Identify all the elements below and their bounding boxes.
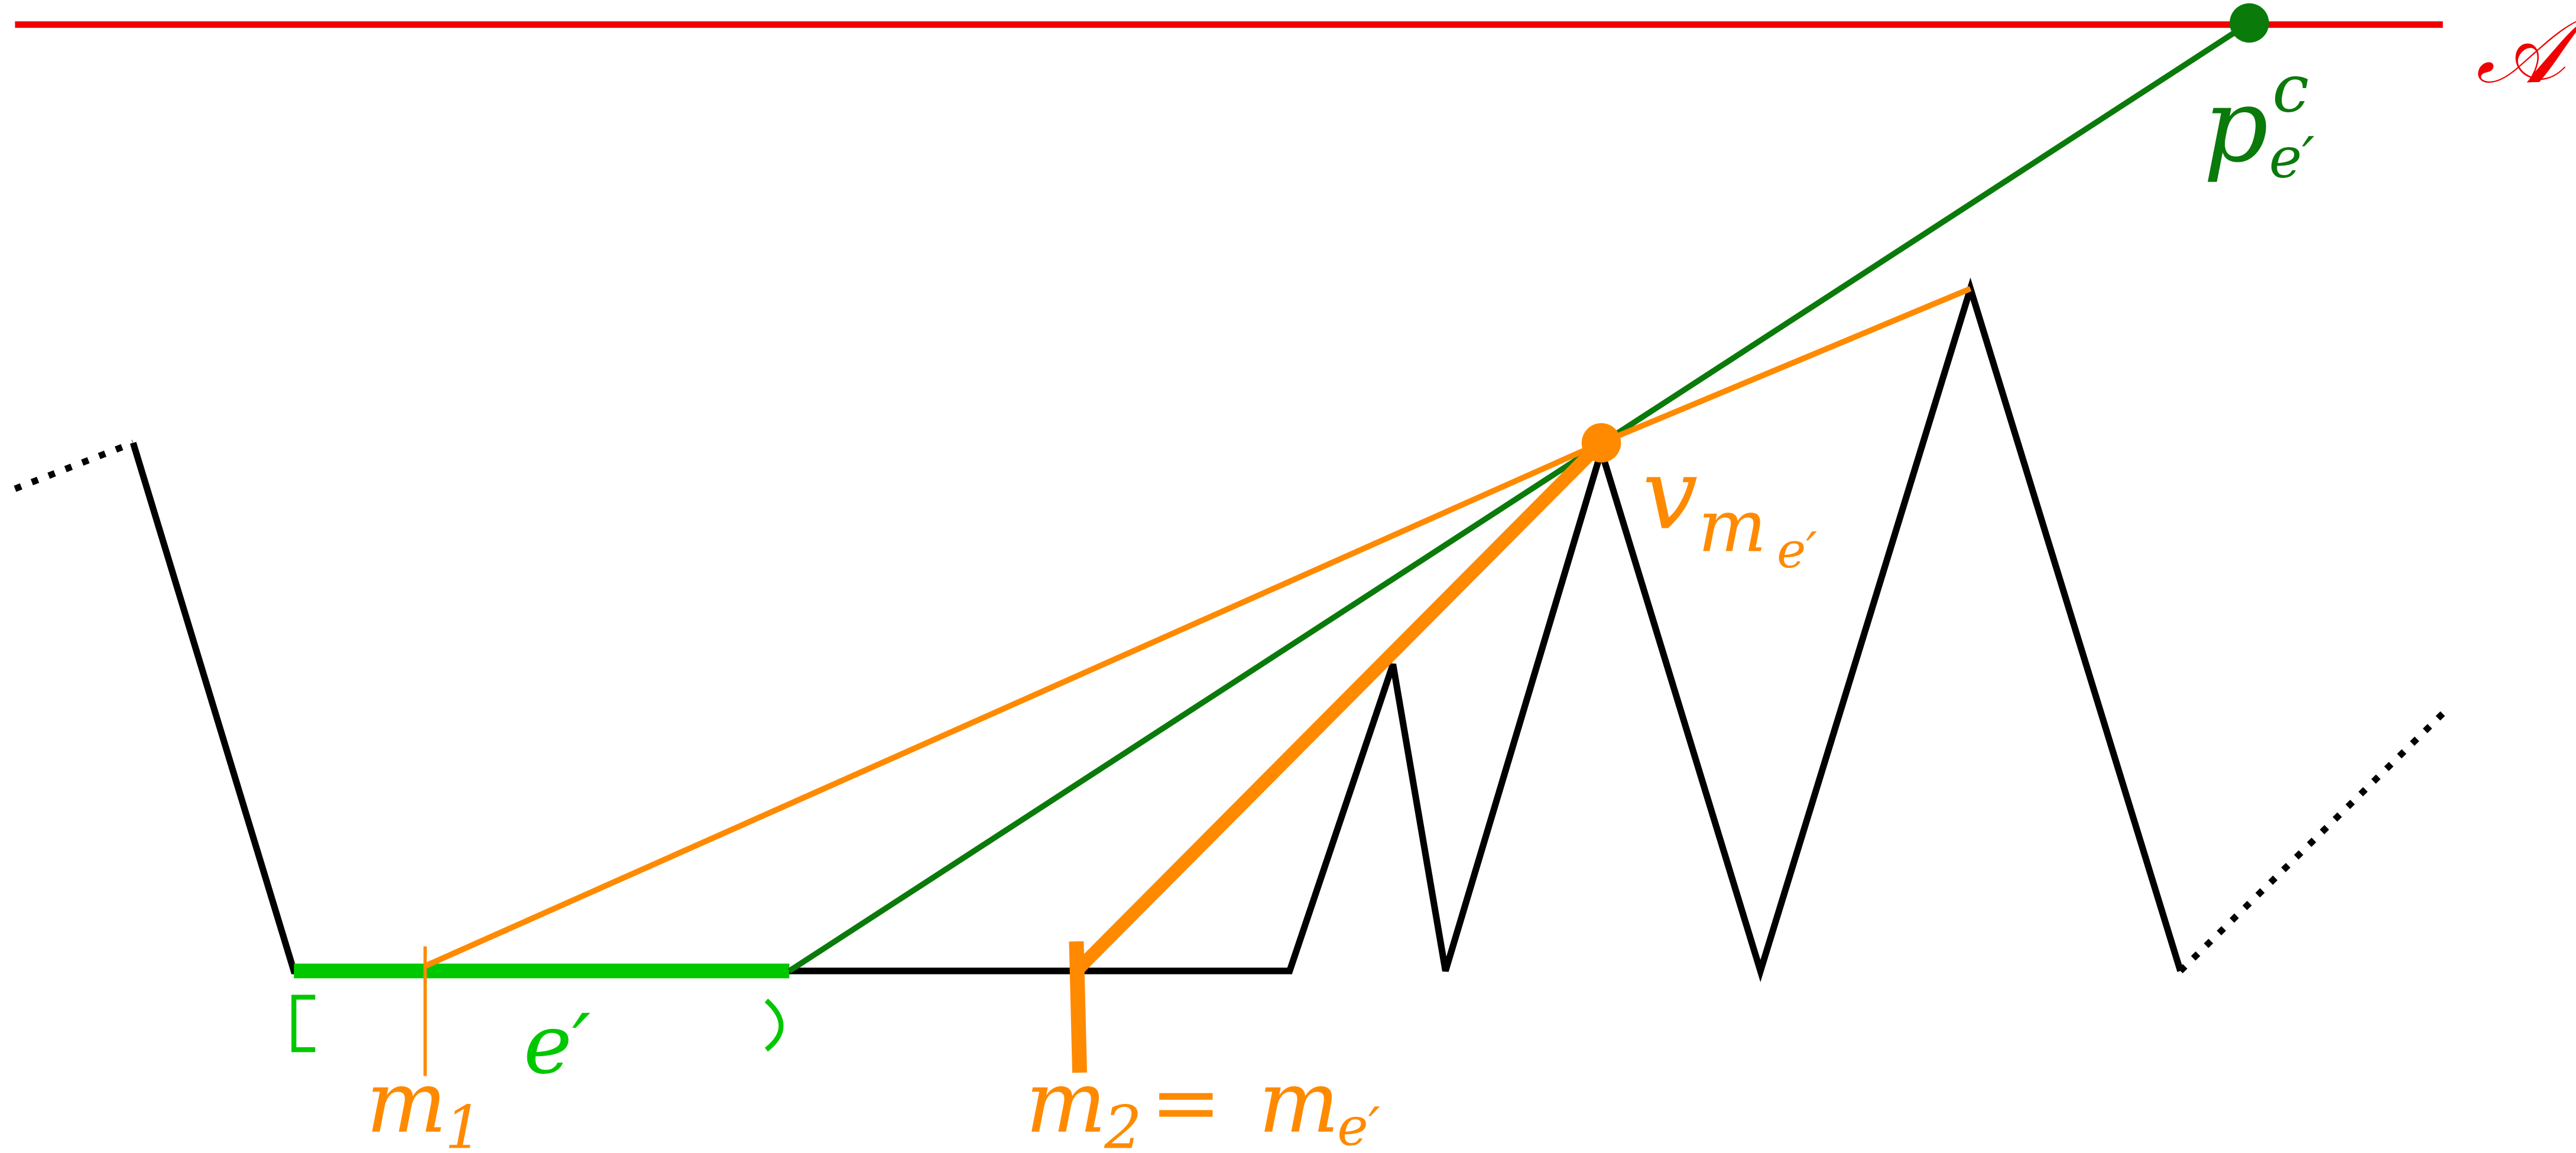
label-a: 𝒜 <box>2476 0 2576 105</box>
label-e: e′ <box>524 996 591 1092</box>
label-m1-base: m <box>366 1053 447 1152</box>
label-m2-rhs: m <box>1258 1053 1339 1152</box>
label-p: p c e′ <box>2204 51 2315 191</box>
bracket-left <box>291 995 316 1053</box>
orange-ray <box>424 285 1972 969</box>
label-m2-eq: = <box>1150 1053 1222 1152</box>
label-m2-base: m <box>1026 1053 1107 1152</box>
point-p <box>2229 3 2269 43</box>
label-m1-sub: 1 <box>445 1093 483 1153</box>
label-m2-rhs-sub: e′ <box>1337 1096 1380 1153</box>
bracket-right <box>764 998 784 1052</box>
label-v-subsub: e′ <box>1777 522 1817 579</box>
label-m2-sub: 2 <box>1104 1093 1142 1153</box>
green-ray <box>787 20 2251 974</box>
vertex-v <box>1581 423 1621 463</box>
label-v-base: v <box>1642 437 1698 552</box>
dotted-edge <box>14 440 135 492</box>
label-v-sub: m <box>1698 484 1767 568</box>
label-m1: m 1 <box>366 1053 482 1153</box>
label-v: v m e′ <box>1642 437 1817 580</box>
terrain <box>129 277 2184 982</box>
label-m2: m 2 = m e′ <box>1026 1053 1380 1153</box>
orange-thick-ray <box>1072 438 1606 976</box>
label-p-sub: e′ <box>2269 126 2315 191</box>
label-p-sup: c <box>2272 51 2309 128</box>
m2-tick <box>1069 941 1088 1073</box>
label-p-base: p <box>2204 66 2269 185</box>
dotted-edge <box>2178 711 2445 973</box>
